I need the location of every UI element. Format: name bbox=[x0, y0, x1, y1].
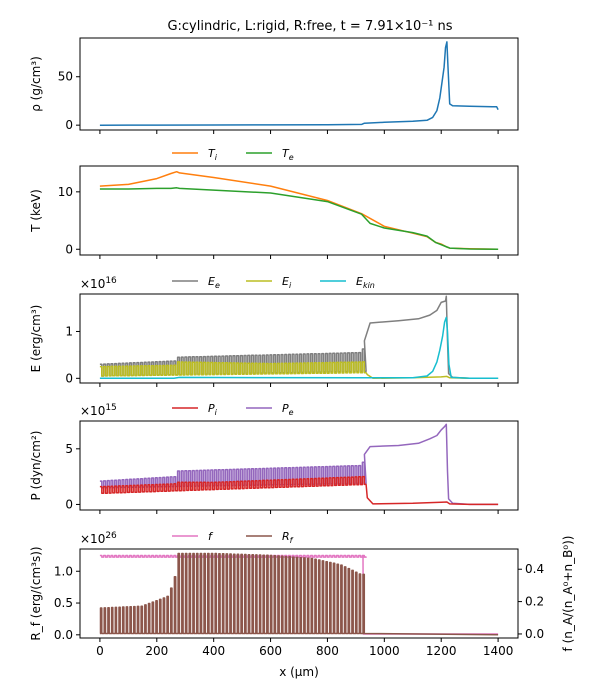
series-group bbox=[99, 170, 499, 251]
y-tick-label: 1.0 bbox=[54, 564, 73, 578]
y-tick-label: 0 bbox=[65, 371, 73, 385]
axes-frame bbox=[79, 420, 519, 511]
y-tick-label: 0 bbox=[65, 497, 73, 511]
x-tick-label: 0 bbox=[96, 644, 104, 658]
scale-factor: ×1015 bbox=[80, 403, 117, 418]
series-line-r-f bbox=[99, 552, 499, 636]
x-tick-label: 1200 bbox=[426, 644, 457, 658]
legend-label: Ee bbox=[208, 275, 220, 290]
x-tick-label: 200 bbox=[145, 644, 168, 658]
y-axis-label: E (erg/cm³) bbox=[29, 305, 43, 373]
y-axis-label: P (dyn/cm²) bbox=[29, 431, 43, 501]
series-group bbox=[99, 423, 499, 506]
legend-label: Pi bbox=[208, 402, 218, 417]
y-tick-label: 0.5 bbox=[54, 596, 73, 610]
y-right-axis-label: f (n_A/(n_A⁰+n_B⁰)) bbox=[561, 536, 575, 652]
legend-entry-e-kin: Ekin bbox=[320, 275, 375, 290]
series-line-t-i bbox=[99, 170, 499, 251]
series-line-e-i bbox=[99, 361, 499, 380]
legend-entry-t-i: Ti bbox=[172, 147, 218, 162]
y-tick-label: 0.0 bbox=[54, 628, 73, 642]
scale-factor: ×1026 bbox=[80, 531, 117, 546]
legend-entry-f: f bbox=[172, 530, 214, 543]
y-tick-label: 1 bbox=[65, 324, 73, 338]
legend-entry-t-e: Te bbox=[246, 147, 294, 162]
axes-frame bbox=[79, 548, 519, 639]
legend-label: f bbox=[208, 530, 214, 543]
y-right-tick-label: 0.0 bbox=[525, 627, 544, 641]
series-line-p-e bbox=[99, 423, 499, 506]
y-tick-label: 10 bbox=[58, 185, 73, 199]
y-axis-label: ρ (g/cm³) bbox=[29, 56, 43, 112]
x-tick-label: 600 bbox=[259, 644, 282, 658]
legend-label: Ei bbox=[282, 275, 292, 290]
axes-frame bbox=[79, 37, 519, 131]
y-tick-label: 5 bbox=[65, 442, 73, 456]
legend-entry-p-i: Pi bbox=[172, 402, 218, 417]
x-tick-label: 400 bbox=[202, 644, 225, 658]
legend-label: Pe bbox=[282, 402, 294, 417]
series-group bbox=[99, 552, 499, 636]
y-axis-label: R_f (erg/(cm³s)) bbox=[29, 546, 43, 640]
legend-entry-r-f: Rf bbox=[246, 530, 294, 545]
x-axis-label: x (μm) bbox=[279, 665, 319, 679]
y-right-tick-label: 0.4 bbox=[525, 562, 544, 576]
legend-entry-e-e: Ee bbox=[172, 275, 220, 290]
series-line-t-e bbox=[99, 187, 499, 251]
panel-1: 0 10 T (keV) Ti Te bbox=[29, 147, 519, 259]
scale-factor: ×1016 bbox=[80, 276, 117, 291]
series-group bbox=[99, 41, 499, 126]
panel-4: 0 200 400 600 800 1000 1200 1400 0.0 0.5 1.0 0.0 0.2… bbox=[29, 530, 575, 679]
legend-entry-p-e: Pe bbox=[246, 402, 294, 417]
legend-entry-e-i: Ei bbox=[246, 275, 292, 290]
legend-label: Ti bbox=[208, 147, 218, 162]
x-tick-label: 1400 bbox=[483, 644, 514, 658]
legend-label: Te bbox=[282, 147, 294, 162]
series-line-e-kin bbox=[99, 316, 499, 380]
y-right-tick-label: 0.2 bbox=[525, 595, 544, 609]
legend-label: Rf bbox=[282, 530, 294, 545]
x-tick-label: 1000 bbox=[369, 644, 400, 658]
y-tick-label: 0 bbox=[65, 118, 73, 132]
series-line-rho bbox=[99, 41, 499, 126]
axes-frame bbox=[79, 293, 519, 384]
y-tick-label: 50 bbox=[58, 70, 73, 84]
panel-3: 0 5 P (dyn/cm²) ×1015 Pi Pe bbox=[29, 402, 519, 514]
y-tick-label: 0 bbox=[65, 242, 73, 256]
y-axis-label: T (keV) bbox=[29, 189, 43, 233]
series-group bbox=[99, 295, 499, 380]
x-tick-label: 800 bbox=[316, 644, 339, 658]
panel-2: 0 1 E (erg/cm³) ×1016 Ee Ei Ekin bbox=[29, 275, 519, 387]
panel-0: 0 50 ρ (g/cm³) bbox=[29, 37, 519, 134]
chart-title: G:cylindric, L:rigid, R:free, t = 7.91×1… bbox=[167, 19, 452, 34]
series-line-p-i bbox=[99, 475, 499, 506]
legend-label: Ekin bbox=[356, 275, 375, 290]
axes-frame bbox=[79, 165, 519, 256]
